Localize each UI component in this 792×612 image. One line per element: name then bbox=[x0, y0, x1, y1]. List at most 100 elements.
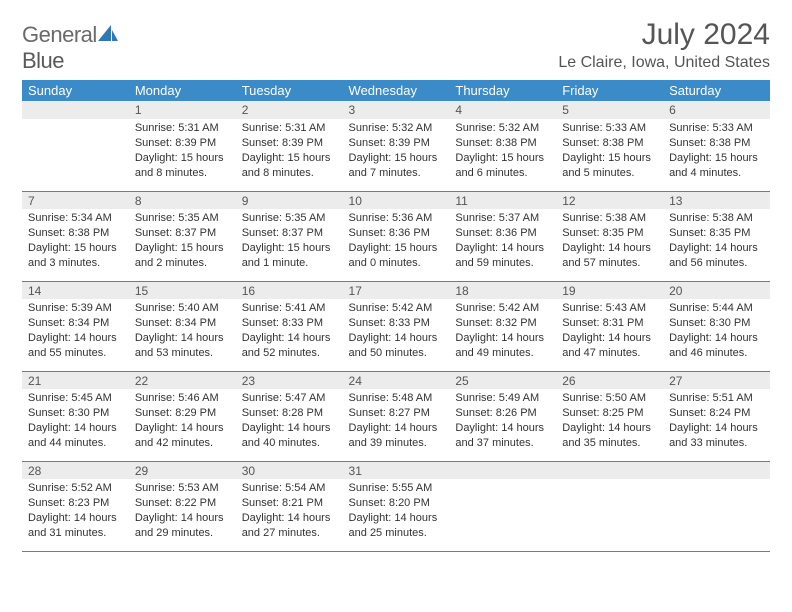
day-number: 14 bbox=[22, 281, 129, 299]
daylight-text: Daylight: 14 hours and 55 minutes. bbox=[28, 331, 123, 361]
sunrise-text: Sunrise: 5:31 AM bbox=[242, 121, 337, 136]
daylight-text: Daylight: 14 hours and 42 minutes. bbox=[135, 421, 230, 451]
day-cell bbox=[556, 479, 663, 551]
daylight-text: Daylight: 15 hours and 6 minutes. bbox=[455, 151, 550, 181]
daylight-text: Daylight: 15 hours and 8 minutes. bbox=[135, 151, 230, 181]
day-number: 26 bbox=[556, 371, 663, 389]
sunset-text: Sunset: 8:28 PM bbox=[242, 406, 337, 421]
daylight-text: Daylight: 14 hours and 40 minutes. bbox=[242, 421, 337, 451]
daylight-text: Daylight: 15 hours and 2 minutes. bbox=[135, 241, 230, 271]
day-cell: Sunrise: 5:52 AMSunset: 8:23 PMDaylight:… bbox=[22, 479, 129, 551]
day-number: 29 bbox=[129, 461, 236, 479]
sunset-text: Sunset: 8:31 PM bbox=[562, 316, 657, 331]
day-cell: Sunrise: 5:54 AMSunset: 8:21 PMDaylight:… bbox=[236, 479, 343, 551]
sunrise-text: Sunrise: 5:51 AM bbox=[669, 391, 764, 406]
daylight-text: Daylight: 15 hours and 0 minutes. bbox=[349, 241, 444, 271]
day-number: 27 bbox=[663, 371, 770, 389]
dayhdr-thu: Thursday bbox=[449, 80, 556, 101]
sunrise-text: Sunrise: 5:55 AM bbox=[349, 481, 444, 496]
calendar-body: 123456Sunrise: 5:31 AMSunset: 8:39 PMDay… bbox=[22, 101, 770, 551]
sunrise-text: Sunrise: 5:35 AM bbox=[135, 211, 230, 226]
sunrise-text: Sunrise: 5:52 AM bbox=[28, 481, 123, 496]
content-row: Sunrise: 5:31 AMSunset: 8:39 PMDaylight:… bbox=[22, 119, 770, 191]
daynum-row: 21222324252627 bbox=[22, 371, 770, 389]
daylight-text: Daylight: 15 hours and 8 minutes. bbox=[242, 151, 337, 181]
daylight-text: Daylight: 14 hours and 31 minutes. bbox=[28, 511, 123, 541]
sunrise-text: Sunrise: 5:31 AM bbox=[135, 121, 230, 136]
daylight-text: Daylight: 14 hours and 53 minutes. bbox=[135, 331, 230, 361]
sunset-text: Sunset: 8:26 PM bbox=[455, 406, 550, 421]
day-number: 2 bbox=[236, 101, 343, 119]
daylight-text: Daylight: 14 hours and 25 minutes. bbox=[349, 511, 444, 541]
daylight-text: Daylight: 14 hours and 56 minutes. bbox=[669, 241, 764, 271]
sunset-text: Sunset: 8:37 PM bbox=[135, 226, 230, 241]
day-number: 11 bbox=[449, 191, 556, 209]
brand-text: GeneralBlue bbox=[22, 22, 119, 74]
sunrise-text: Sunrise: 5:45 AM bbox=[28, 391, 123, 406]
day-number: 15 bbox=[129, 281, 236, 299]
sunset-text: Sunset: 8:27 PM bbox=[349, 406, 444, 421]
sunset-text: Sunset: 8:38 PM bbox=[455, 136, 550, 151]
day-number: 10 bbox=[343, 191, 450, 209]
daylight-text: Daylight: 14 hours and 59 minutes. bbox=[455, 241, 550, 271]
sunrise-text: Sunrise: 5:38 AM bbox=[562, 211, 657, 226]
sunset-text: Sunset: 8:32 PM bbox=[455, 316, 550, 331]
content-row: Sunrise: 5:39 AMSunset: 8:34 PMDaylight:… bbox=[22, 299, 770, 371]
daylight-text: Daylight: 15 hours and 3 minutes. bbox=[28, 241, 123, 271]
content-row: Sunrise: 5:34 AMSunset: 8:38 PMDaylight:… bbox=[22, 209, 770, 281]
daylight-text: Daylight: 14 hours and 57 minutes. bbox=[562, 241, 657, 271]
day-number: 7 bbox=[22, 191, 129, 209]
day-cell: Sunrise: 5:41 AMSunset: 8:33 PMDaylight:… bbox=[236, 299, 343, 371]
location-text: Le Claire, Iowa, United States bbox=[558, 54, 770, 72]
sunset-text: Sunset: 8:29 PM bbox=[135, 406, 230, 421]
day-cell: Sunrise: 5:46 AMSunset: 8:29 PMDaylight:… bbox=[129, 389, 236, 461]
sunset-text: Sunset: 8:30 PM bbox=[28, 406, 123, 421]
dayhdr-sat: Saturday bbox=[663, 80, 770, 101]
dayhdr-wed: Wednesday bbox=[343, 80, 450, 101]
day-cell: Sunrise: 5:38 AMSunset: 8:35 PMDaylight:… bbox=[663, 209, 770, 281]
sunset-text: Sunset: 8:24 PM bbox=[669, 406, 764, 421]
day-cell: Sunrise: 5:32 AMSunset: 8:39 PMDaylight:… bbox=[343, 119, 450, 191]
day-cell: Sunrise: 5:34 AMSunset: 8:38 PMDaylight:… bbox=[22, 209, 129, 281]
day-number: 1 bbox=[129, 101, 236, 119]
brand-word1: General bbox=[22, 22, 97, 47]
daynum-row: 78910111213 bbox=[22, 191, 770, 209]
sunset-text: Sunset: 8:34 PM bbox=[135, 316, 230, 331]
sunset-text: Sunset: 8:33 PM bbox=[349, 316, 444, 331]
day-number: 22 bbox=[129, 371, 236, 389]
sunrise-text: Sunrise: 5:35 AM bbox=[242, 211, 337, 226]
daylight-text: Daylight: 14 hours and 44 minutes. bbox=[28, 421, 123, 451]
day-number: 9 bbox=[236, 191, 343, 209]
sunrise-text: Sunrise: 5:53 AM bbox=[135, 481, 230, 496]
brand-word2: Blue bbox=[22, 48, 64, 73]
sunrise-text: Sunrise: 5:39 AM bbox=[28, 301, 123, 316]
sunrise-text: Sunrise: 5:32 AM bbox=[455, 121, 550, 136]
sunrise-text: Sunrise: 5:44 AM bbox=[669, 301, 764, 316]
daylight-text: Daylight: 14 hours and 47 minutes. bbox=[562, 331, 657, 361]
sunrise-text: Sunrise: 5:50 AM bbox=[562, 391, 657, 406]
sunrise-text: Sunrise: 5:34 AM bbox=[28, 211, 123, 226]
page-header: GeneralBlue July 2024 Le Claire, Iowa, U… bbox=[22, 18, 770, 74]
daylight-text: Daylight: 14 hours and 29 minutes. bbox=[135, 511, 230, 541]
sunrise-text: Sunrise: 5:37 AM bbox=[455, 211, 550, 226]
day-cell: Sunrise: 5:31 AMSunset: 8:39 PMDaylight:… bbox=[236, 119, 343, 191]
day-number: 12 bbox=[556, 191, 663, 209]
day-number: 8 bbox=[129, 191, 236, 209]
sunrise-text: Sunrise: 5:48 AM bbox=[349, 391, 444, 406]
day-cell: Sunrise: 5:32 AMSunset: 8:38 PMDaylight:… bbox=[449, 119, 556, 191]
day-cell: Sunrise: 5:38 AMSunset: 8:35 PMDaylight:… bbox=[556, 209, 663, 281]
daylight-text: Daylight: 15 hours and 5 minutes. bbox=[562, 151, 657, 181]
sunrise-text: Sunrise: 5:33 AM bbox=[669, 121, 764, 136]
sunrise-text: Sunrise: 5:42 AM bbox=[349, 301, 444, 316]
title-block: July 2024 Le Claire, Iowa, United States bbox=[558, 18, 770, 72]
daylight-text: Daylight: 15 hours and 1 minute. bbox=[242, 241, 337, 271]
day-cell: Sunrise: 5:37 AMSunset: 8:36 PMDaylight:… bbox=[449, 209, 556, 281]
sunrise-text: Sunrise: 5:32 AM bbox=[349, 121, 444, 136]
sunset-text: Sunset: 8:25 PM bbox=[562, 406, 657, 421]
sunset-text: Sunset: 8:21 PM bbox=[242, 496, 337, 511]
day-cell: Sunrise: 5:35 AMSunset: 8:37 PMDaylight:… bbox=[236, 209, 343, 281]
sunrise-text: Sunrise: 5:42 AM bbox=[455, 301, 550, 316]
dayhdr-fri: Friday bbox=[556, 80, 663, 101]
sunset-text: Sunset: 8:38 PM bbox=[28, 226, 123, 241]
sunrise-text: Sunrise: 5:33 AM bbox=[562, 121, 657, 136]
